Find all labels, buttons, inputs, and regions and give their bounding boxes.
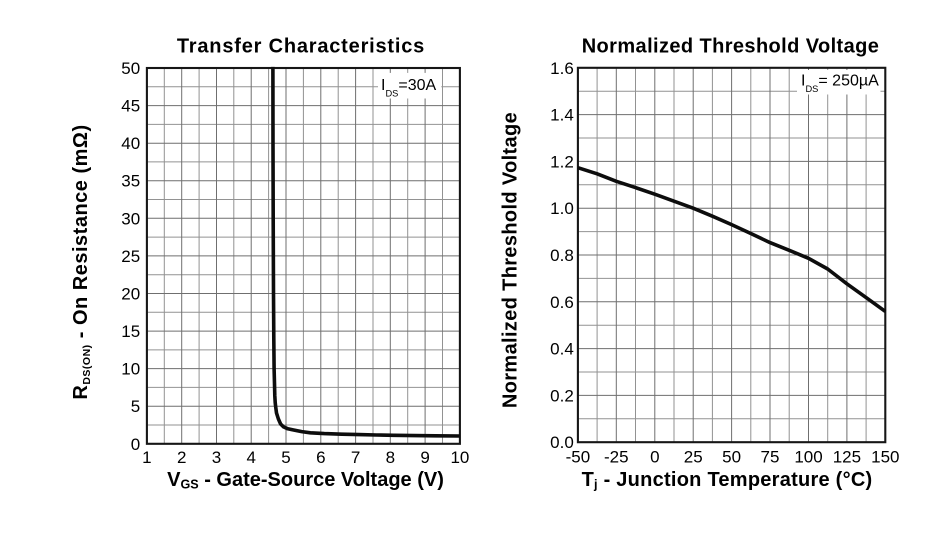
svg-text:50: 50 (722, 447, 741, 466)
svg-text:Normalized Threshold Voltage: Normalized Threshold Voltage (500, 112, 522, 408)
svg-text:20: 20 (121, 285, 140, 304)
svg-text:8: 8 (386, 448, 395, 467)
svg-text:VGS - Gate-Source Voltage (V): VGS - Gate-Source Voltage (V) (167, 469, 444, 492)
svg-text:5: 5 (281, 448, 290, 467)
svg-text:45: 45 (121, 97, 140, 116)
svg-text:4: 4 (246, 448, 255, 467)
svg-text:30: 30 (121, 209, 140, 228)
svg-text:6: 6 (316, 448, 325, 467)
svg-text:Tj - Junction Temperature (°C): Tj - Junction Temperature (°C) (582, 469, 873, 492)
svg-text:35: 35 (121, 172, 140, 191)
svg-text:7: 7 (351, 448, 360, 467)
svg-text:50: 50 (121, 59, 140, 78)
svg-text:25: 25 (121, 247, 140, 266)
svg-text:0: 0 (131, 435, 140, 454)
svg-text:2: 2 (177, 448, 186, 467)
svg-text:1.6: 1.6 (550, 59, 574, 78)
svg-text:1: 1 (142, 448, 151, 467)
svg-text:1.2: 1.2 (550, 152, 574, 171)
svg-text:-50: -50 (566, 447, 591, 466)
svg-text:10: 10 (450, 448, 469, 467)
svg-text:0.0: 0.0 (550, 433, 574, 452)
svg-text:40: 40 (121, 134, 140, 153)
svg-text:10: 10 (121, 360, 140, 379)
svg-text:150: 150 (871, 447, 899, 466)
svg-text:0.2: 0.2 (550, 386, 574, 405)
svg-text:125: 125 (833, 447, 861, 466)
svg-text:3: 3 (212, 448, 221, 467)
svg-text:-25: -25 (604, 447, 629, 466)
svg-text:1.4: 1.4 (550, 106, 574, 125)
svg-text:Transfer Characteristics: Transfer Characteristics (177, 36, 425, 58)
svg-text:0.4: 0.4 (550, 340, 574, 359)
svg-text:100: 100 (794, 447, 822, 466)
svg-text:Normalized Threshold Voltage: Normalized Threshold Voltage (582, 36, 880, 58)
svg-text:0.8: 0.8 (550, 246, 574, 265)
svg-text:15: 15 (121, 322, 140, 341)
svg-text:75: 75 (761, 447, 780, 466)
svg-text:IDS= 250µA: IDS= 250µA (801, 73, 879, 94)
svg-text:RDS(ON) - On Resistance (mΩ): RDS(ON) - On Resistance (mΩ) (70, 124, 93, 399)
svg-text:9: 9 (420, 448, 429, 467)
svg-text:25: 25 (684, 447, 703, 466)
svg-text:0: 0 (650, 447, 659, 466)
svg-text:0.6: 0.6 (550, 293, 574, 312)
svg-text:1.0: 1.0 (550, 199, 574, 218)
svg-text:5: 5 (131, 397, 140, 416)
